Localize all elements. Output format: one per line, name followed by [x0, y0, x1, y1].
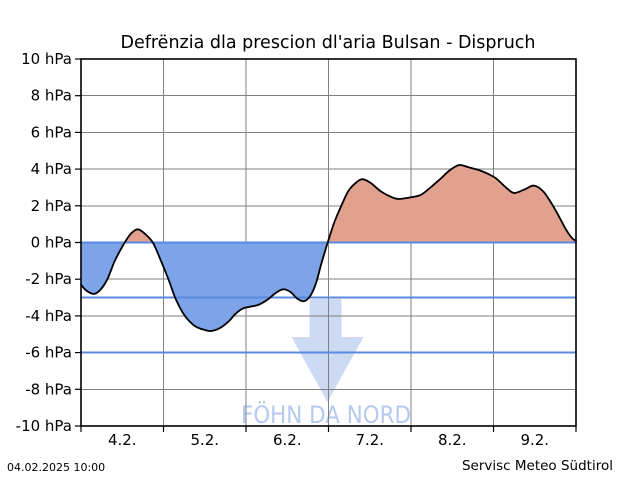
y-tick-label: -2 hPa [25, 270, 72, 288]
positive-area-fill [81, 164, 576, 243]
y-tick-label: 4 hPa [31, 160, 72, 178]
source-credit: Servisc Meteo Südtirol [461, 458, 613, 474]
x-tick-label: 8.2. [438, 431, 467, 449]
y-tick-label: -4 hPa [25, 307, 72, 325]
y-tick-label: -10 hPa [16, 417, 72, 435]
y-axis: 10 hPa 8 hPa 6 hPa 4 hPa 2 hPa 0 hPa -2 hPa -4 … [16, 50, 81, 435]
chart-title: Defrënzia dla prescion dl'aria Bulsan - … [120, 33, 536, 53]
y-tick-label: -8 hPa [25, 380, 72, 398]
y-tick-label: 6 hPa [31, 123, 72, 141]
x-tick-label: 5.2. [190, 431, 219, 449]
y-tick-label: -6 hPa [25, 344, 72, 362]
y-tick-label: 0 hPa [31, 234, 72, 252]
negative-area-fill [81, 242, 576, 332]
y-tick-label: 2 hPa [31, 197, 72, 215]
x-tick-label: 9.2. [520, 431, 549, 449]
x-tick-label: 6.2. [273, 431, 302, 449]
issue-timestamp: 04.02.2025 10:00 [7, 461, 106, 474]
y-tick-label: 10 hPa [21, 50, 72, 68]
y-tick-label: 8 hPa [31, 87, 72, 105]
foehn-annotation-label: FÖHN DA NORD [241, 400, 411, 429]
pressure-series-line [80, 164, 577, 332]
x-tick-label: 7.2. [355, 431, 384, 449]
x-axis: 4.2. 5.2. 6.2. 7.2. 8.2. 9.2. [80, 426, 577, 449]
foehn-arrow-icon [291, 299, 364, 402]
foehn-annotation-group: FÖHN DA NORD [241, 299, 411, 429]
x-tick-label: 4.2. [108, 431, 137, 449]
